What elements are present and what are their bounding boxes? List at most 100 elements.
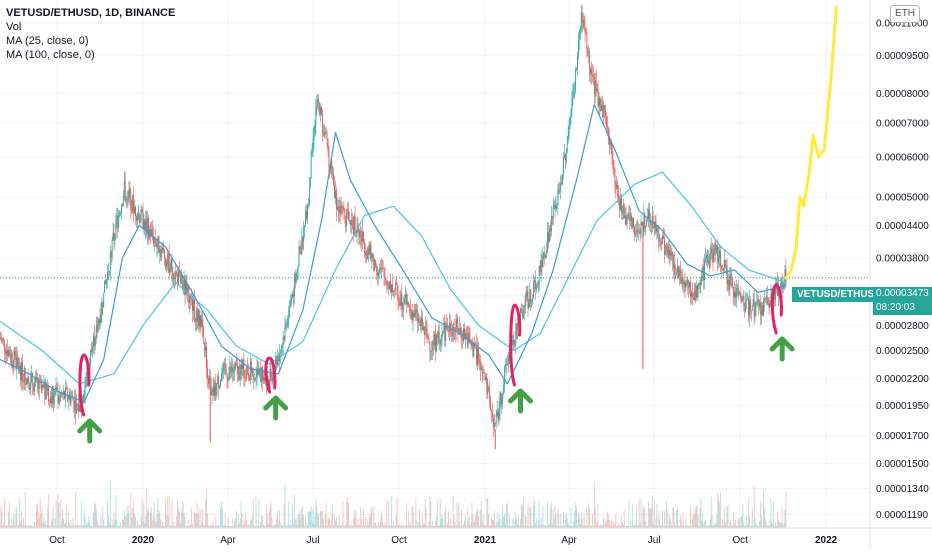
volume-bar [137,521,138,528]
volume-bar [686,524,687,528]
price-tick-label: 0.00008000 [876,89,929,100]
volume-bar [567,518,568,528]
legend-ma100[interactable]: MA (100, close, 0) [6,48,175,62]
volume-bar [357,519,358,528]
candle-body [289,306,290,309]
volume-bar [749,517,750,528]
candle-body [666,245,667,250]
price-tick-label: 0.00001700 [876,431,929,442]
candle-body [302,237,303,241]
candle-body [73,400,74,409]
candle-body [200,315,201,326]
legend-vol[interactable]: Vol [6,20,175,34]
volume-bar [612,521,613,528]
volume-bar [763,491,764,528]
candle-body [489,390,490,402]
candle-body [420,319,421,326]
volume-bar [294,494,295,528]
candle-body [76,404,77,414]
volume-bar [347,497,348,528]
candle-body [702,267,703,276]
candle-body [612,144,613,159]
candle-body [248,373,249,377]
volume-bar [295,520,296,528]
volume-bar [153,516,154,528]
candle-body [237,365,238,373]
candle-body [102,302,103,308]
volume-bar [9,502,10,528]
volume-bar [503,517,504,528]
volume-bar [541,518,542,528]
volume-bar [166,515,167,528]
volume-bar [98,523,99,528]
candle-body [659,242,660,243]
volume-bar [215,515,216,528]
candle-body [275,357,276,369]
volume-bar [528,503,529,528]
volume-bar [331,513,332,528]
candle-body [200,315,201,326]
candle-body [469,333,470,338]
volume-bar [29,524,30,528]
volume-bar [200,510,201,528]
volume-bar [239,523,240,528]
candle-body [84,394,85,398]
candle-body [161,251,162,258]
currency-badge[interactable]: ETH [890,5,920,23]
volume-bar [124,510,125,528]
volume-bar [463,524,464,528]
candle-body [233,372,234,373]
volume-bar [16,507,17,528]
candle-body [634,227,635,234]
volume-bar [292,506,293,528]
candle-body [250,361,251,380]
candle-body [225,364,226,369]
candle-body [384,269,385,276]
candle-body [626,216,627,224]
candle-body [577,56,578,69]
candle-body [759,303,760,307]
legend-title[interactable]: VETUSD/ETHUSD, 1D, BINANCE [6,6,175,20]
volume-bar [618,523,619,528]
candle-body [116,216,117,221]
volume-bar [244,524,245,528]
volume-bar [177,500,178,528]
candle-body [21,362,22,380]
candle-body [238,366,239,373]
volume-bar [643,509,644,528]
candle-body [299,246,300,267]
candle-body [497,411,498,415]
candle-body [95,339,96,346]
candle-body [14,351,15,368]
volume-bar [190,525,191,528]
volume-bar [724,508,725,528]
candle-body [178,271,179,285]
candle-body [640,233,641,234]
volume-bar [162,521,163,528]
candle-body [83,398,84,404]
volume-bar [475,515,476,528]
candle-body [422,318,423,330]
volume-bar [268,523,269,528]
candle-body [214,386,215,395]
volume-bar [367,519,368,528]
candle-body [67,389,68,399]
legend-ma25[interactable]: MA (25, close, 0) [6,34,175,48]
volume-bar [428,522,429,528]
volume-bar [484,524,485,528]
price-tick-label: 0.00002500 [876,346,929,357]
volume-bar [18,524,19,528]
candle-body [141,209,142,221]
volume-bar [397,497,398,528]
candle-body [218,376,219,388]
volume-bar [729,523,730,528]
candle-body [138,213,139,216]
candle-body [558,190,559,191]
volume-bar [290,523,291,528]
candle-body [480,363,481,370]
candle-body [593,75,594,77]
volume-bar [563,512,564,528]
volume-bar [68,510,69,528]
